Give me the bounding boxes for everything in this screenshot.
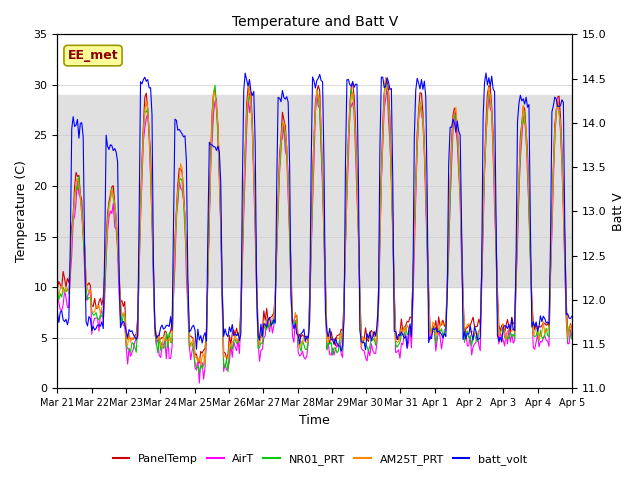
X-axis label: Time: Time: [300, 414, 330, 427]
Y-axis label: Batt V: Batt V: [612, 192, 625, 231]
Y-axis label: Temperature (C): Temperature (C): [15, 160, 28, 262]
Bar: [58, 95, 572, 287]
Title: Temperature and Batt V: Temperature and Batt V: [232, 15, 398, 29]
Text: EE_met: EE_met: [68, 49, 118, 62]
Legend: PanelTemp, AirT, NR01_PRT, AM25T_PRT, batt_volt: PanelTemp, AirT, NR01_PRT, AM25T_PRT, ba…: [108, 450, 532, 469]
